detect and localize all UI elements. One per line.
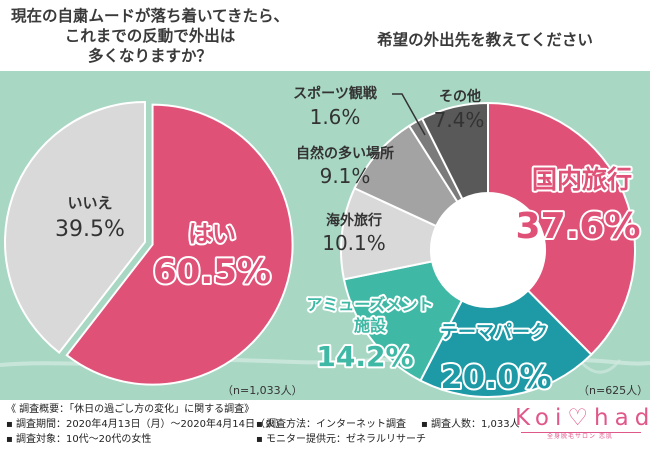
label-amusement-2: 施設: [354, 316, 387, 335]
value-domestic-travel: 37.6%: [516, 206, 641, 247]
survey-heading: 《 調査概要：「休日の過ごし方の変化」に関する調査》: [6, 404, 255, 415]
value-yes: 60.5%: [153, 252, 271, 292]
label-nature: 自然の多い場所: [296, 145, 394, 162]
label-no: いいえ: [67, 194, 112, 212]
chart-labels: はい 60.5% いいえ 39.5% 国内旅行 37.6% テーマパーク 20.0% アミューズ…: [55, 85, 642, 398]
left-chart-title: 現在の自粛ムードが落ち着いてきたら、 これまでの反動で外出は 多くなりますか？: [0, 6, 300, 66]
pie-chart-left: [4, 100, 294, 386]
survey-summary: 《 調査概要：「休日の過ごし方の変化」に関する調査》 ▪ 調査期間：2020年4…: [6, 402, 520, 447]
logo-underline: [521, 432, 641, 433]
right-sample-size: （n=625人）: [578, 384, 649, 397]
logo-subtitle: 全身脱毛サロン 恋肌: [547, 433, 613, 440]
logo-brand: Koi♡hada: [515, 405, 650, 431]
label-amusement-1: アミューズメント: [307, 295, 434, 314]
value-nature: 9.1%: [320, 164, 371, 188]
label-other: その他: [439, 88, 481, 105]
survey-method: ▪ 調査方法：インターネット調査: [256, 419, 406, 430]
value-overseas-travel: 10.1%: [322, 231, 386, 255]
survey-target: ▪ 調査対象：10代～20代の女性: [6, 434, 152, 445]
right-chart-title: 希望の外出先を教えてください: [377, 31, 593, 49]
slice-1: [4, 100, 146, 355]
slice-6: [420, 101, 489, 201]
value-amusement: 14.2%: [316, 340, 413, 373]
left-title-line-3: 多くなりますか？: [87, 47, 212, 65]
value-sports: 1.6%: [310, 105, 361, 129]
sports-leader-line: [392, 93, 426, 136]
donut-hole: [431, 193, 545, 307]
survey-count: ▪ 調査人数：1,033人: [421, 419, 520, 430]
left-sample-size: （n=1,033人）: [222, 384, 303, 397]
koihada-logo: Koi♡hada 全身脱毛サロン 恋肌: [515, 405, 650, 440]
survey-period: ▪ 調査期間：2020年4月13日（月）～2020年4月14日（火）: [6, 419, 286, 430]
left-title-line-2: これまでの反動で外出は: [64, 27, 236, 45]
survey-provider: ▪ モニター提供元：ゼネラルリサーチ: [256, 434, 426, 445]
value-other: 7.4%: [434, 108, 485, 132]
label-sports: スポーツ観戦: [293, 85, 378, 102]
label-domestic-travel: 国内旅行: [532, 165, 632, 194]
label-yes: はい: [188, 220, 236, 248]
value-theme-park: 20.0%: [440, 358, 551, 396]
label-theme-park: テーマパーク: [440, 322, 548, 343]
value-no: 39.5%: [55, 217, 125, 242]
left-title-line-1: 現在の自粛ムードが落ち着いてきたら、: [10, 7, 290, 25]
slice-0: [65, 103, 294, 386]
label-overseas-travel: 海外旅行: [326, 212, 382, 229]
donut-chart-right: [340, 101, 636, 398]
